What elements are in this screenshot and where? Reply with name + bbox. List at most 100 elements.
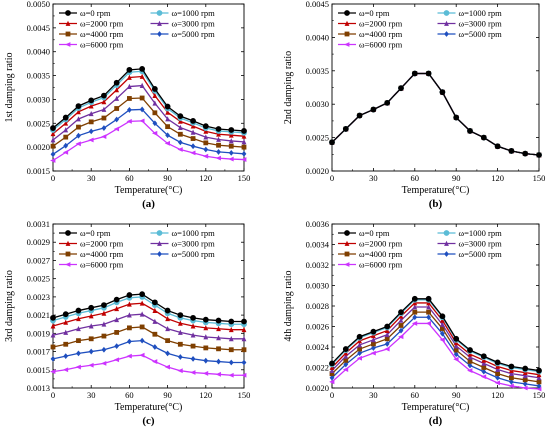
legend-marker	[444, 251, 449, 257]
legend-marker	[344, 240, 350, 246]
data-point	[76, 350, 81, 357]
data-point	[440, 330, 445, 337]
data-point	[190, 129, 196, 135]
series-line	[331, 298, 540, 372]
legend-item: ω=6000 rpm	[338, 40, 403, 50]
data-point	[151, 359, 158, 364]
x-tick-label: 30	[87, 390, 96, 400]
data-point	[522, 372, 528, 379]
data-point	[495, 374, 500, 381]
legend-label: ω=6000 rpm	[80, 260, 124, 270]
data-point	[50, 137, 56, 143]
data-point	[203, 146, 209, 153]
data-point	[508, 383, 514, 389]
data-point	[88, 119, 94, 125]
data-point	[215, 126, 222, 132]
x-tick-label: 30	[369, 173, 378, 183]
data-point	[357, 350, 362, 357]
legend-item: ω=0 rpm	[338, 228, 390, 238]
legend-item: ω=2000 rpm	[59, 19, 124, 29]
legend-label: ω=4000 rpm	[359, 249, 403, 259]
data-point	[88, 362, 94, 368]
x-tick-label: 90	[452, 173, 461, 183]
data-point	[139, 106, 145, 113]
data-point	[371, 345, 376, 351]
data-point	[101, 115, 107, 121]
data-point	[114, 305, 120, 312]
legend-label: ω=6000 rpm	[359, 260, 403, 270]
data-point	[228, 336, 234, 342]
data-point	[453, 356, 459, 362]
data-point	[165, 109, 170, 115]
data-point	[139, 311, 145, 317]
legend-marker	[65, 20, 71, 26]
y-tick-label: 0.0015	[27, 365, 50, 375]
data-point	[203, 345, 209, 351]
legend-marker	[444, 31, 449, 37]
data-point	[522, 381, 528, 387]
series-6	[50, 118, 247, 163]
legend-label: ω=5000 rpm	[172, 29, 216, 39]
series-line	[331, 306, 540, 379]
data-point	[228, 132, 234, 138]
data-point	[329, 360, 335, 367]
data-point	[139, 337, 145, 344]
data-point	[508, 148, 515, 154]
data-point	[439, 313, 446, 320]
data-point	[494, 380, 500, 386]
legend-item: ω=4000 rpm	[338, 29, 403, 39]
data-point	[370, 328, 377, 335]
legend-item: ω=3000 rpm	[437, 239, 502, 249]
data-point	[177, 368, 183, 374]
series-3	[50, 311, 247, 342]
y-tick-label: 0.0022	[306, 363, 329, 373]
data-point	[439, 89, 446, 96]
y-tick-label: 0.0035	[306, 66, 329, 76]
data-point	[228, 127, 235, 133]
legend: ω=0 rpm ω=1000 rpm ω=2000 rpm ω=3000 rpm ω=4…	[59, 8, 215, 50]
x-tick-label: 90	[163, 173, 172, 183]
data-point	[203, 357, 209, 364]
x-tick-label: 120	[199, 390, 212, 400]
legend-marker	[344, 230, 350, 236]
legend-label: ω=5000 rpm	[172, 249, 216, 259]
data-point	[453, 114, 460, 121]
data-point	[216, 325, 221, 332]
y-tick-label: 0.0024	[306, 342, 330, 352]
data-point	[190, 323, 196, 329]
data-point	[215, 371, 221, 377]
legend-item: ω=0 rpm	[59, 8, 111, 18]
data-point	[398, 85, 404, 92]
data-point	[152, 92, 158, 99]
data-point	[202, 123, 209, 130]
series-line	[52, 313, 244, 340]
data-point	[398, 317, 404, 323]
data-point	[76, 116, 81, 122]
data-point	[522, 385, 528, 391]
y-tick-label: 0.0045	[306, 0, 329, 9]
series-line	[52, 84, 245, 143]
series-line	[52, 70, 245, 134]
y-tick-label: 0.0029	[27, 237, 50, 247]
data-point	[241, 336, 247, 342]
data-point	[453, 347, 459, 353]
series-5	[329, 314, 542, 389]
series-line	[52, 108, 245, 155]
data-point	[190, 314, 196, 321]
legend-label: ω=0 rpm	[359, 8, 390, 18]
data-point	[62, 311, 69, 318]
data-point	[203, 325, 209, 331]
data-point	[127, 325, 132, 331]
y-tick-label: 0.0050	[27, 0, 50, 9]
legend-item: ω=6000 rpm	[338, 260, 403, 270]
legend-label: ω=6000 rpm	[80, 40, 124, 50]
data-point	[76, 124, 81, 130]
y-tick-label: 0.0015	[27, 166, 50, 176]
legend-label: ω=2000 rpm	[359, 239, 403, 249]
data-point	[190, 332, 196, 338]
y-axis-label: 2nd damping ratio	[283, 51, 294, 124]
data-point	[139, 300, 145, 306]
data-point	[342, 346, 349, 352]
legend-marker	[65, 230, 71, 236]
panel-label: (b)	[429, 198, 443, 210]
